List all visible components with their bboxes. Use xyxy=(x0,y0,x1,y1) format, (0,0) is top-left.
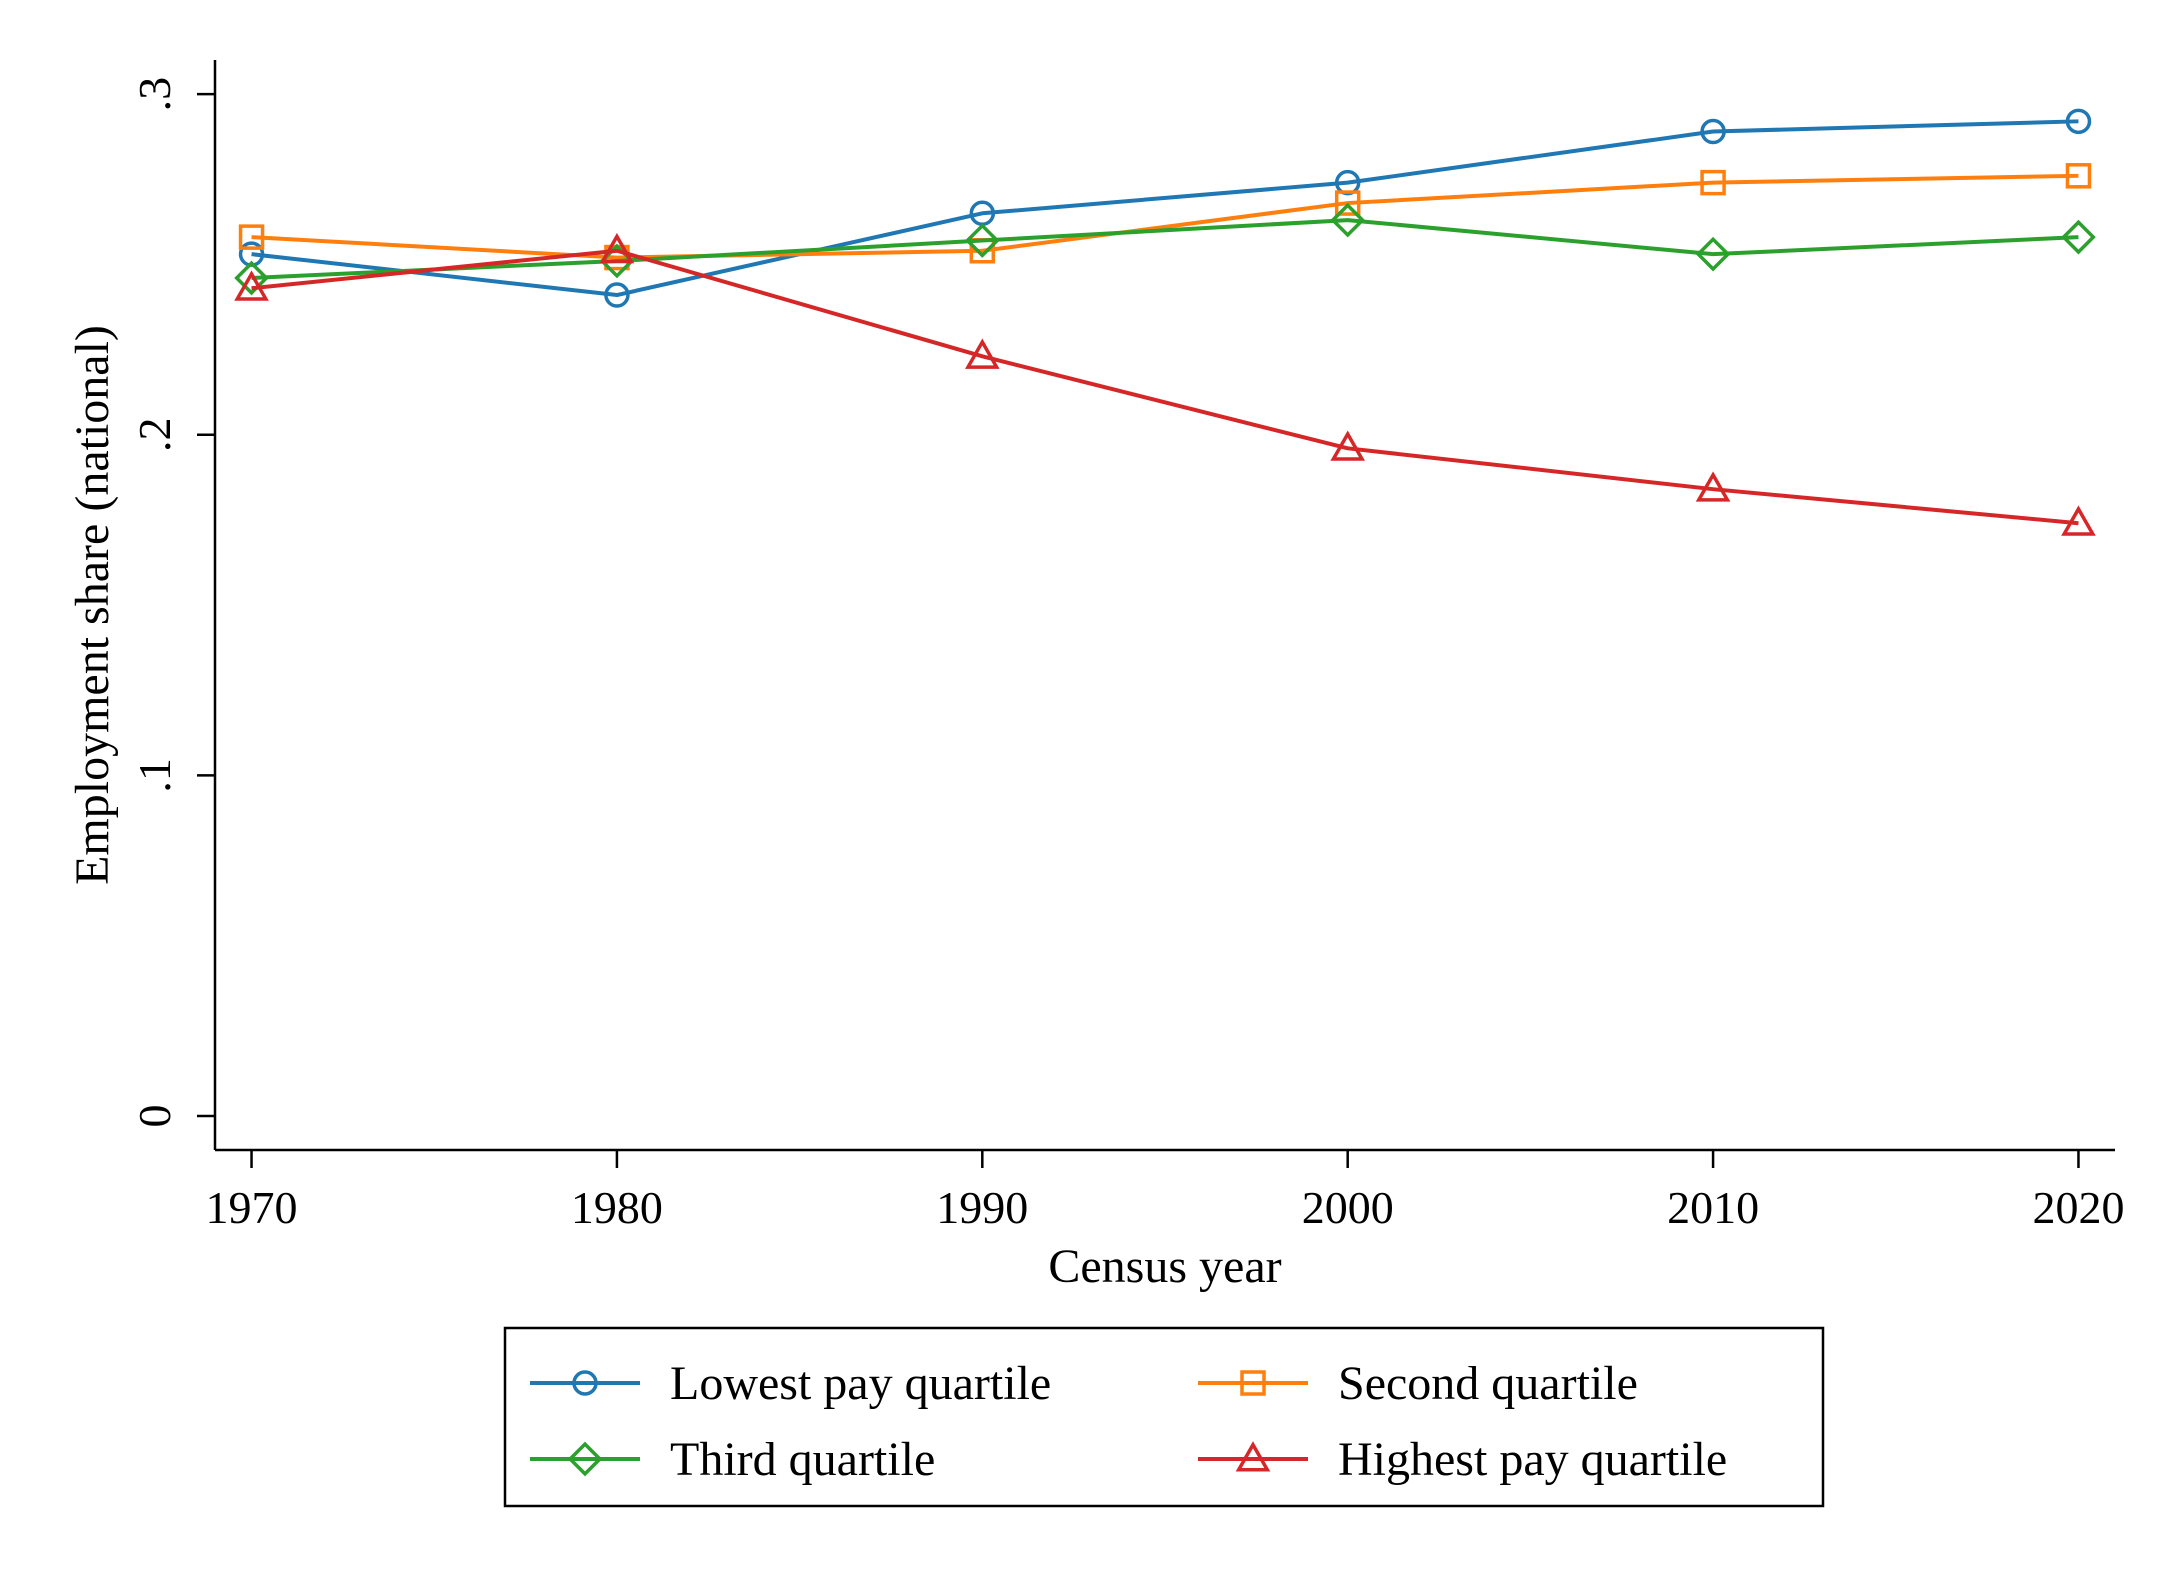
data-point-marker xyxy=(1330,202,1366,238)
data-point-marker xyxy=(2065,108,2092,135)
data-point-marker xyxy=(1700,169,1726,196)
series-group xyxy=(234,108,2096,536)
x-tick-label: 1990 xyxy=(936,1182,1028,1233)
x-tick-label: 2000 xyxy=(1302,1182,1394,1233)
y-tick-label: .1 xyxy=(129,758,180,793)
axes: 0 .1 .2 .3 1970 1980 1990 2000 2010 2020 xyxy=(129,60,2124,1233)
data-point-marker xyxy=(1695,236,1731,272)
legend-label: Lowest pay quartile xyxy=(670,1357,1051,1410)
data-point-marker xyxy=(1334,190,1361,216)
data-point-marker xyxy=(238,224,265,250)
x-tick-label: 1970 xyxy=(206,1182,298,1233)
data-point-marker xyxy=(2065,163,2092,189)
x-tick-label: 2020 xyxy=(2032,1182,2124,1233)
data-point-marker xyxy=(1330,430,1366,461)
series-line xyxy=(251,218,2079,280)
legend-swatch-marker xyxy=(1235,1441,1271,1472)
y-tick-label: 0 xyxy=(129,1104,180,1127)
legend-item: Highest pay quartile xyxy=(1198,1433,1727,1486)
x-axis-label: Census year xyxy=(1048,1240,1281,1293)
legend-box xyxy=(503,1326,1825,1508)
data-point-marker xyxy=(1700,118,1726,145)
data-point-marker xyxy=(234,260,269,296)
legend-item: Second quartile xyxy=(1198,1357,1638,1410)
legend-label: Second quartile xyxy=(1338,1357,1638,1410)
y-axis-label: Employment share (national) xyxy=(66,325,119,885)
data-point-marker xyxy=(234,270,269,301)
series-circle xyxy=(238,108,2092,308)
series-diamond xyxy=(234,202,2096,296)
legend-swatch-marker xyxy=(1240,1370,1266,1396)
y-tick-label: .3 xyxy=(129,77,180,112)
y-tick-label: .2 xyxy=(129,417,180,452)
legend: Lowest pay quartile Second quartile Third … xyxy=(503,1326,1825,1508)
data-point-marker xyxy=(1695,471,1731,502)
legend-item: Lowest pay quartile xyxy=(530,1357,1051,1410)
data-point-marker xyxy=(2061,505,2096,536)
series-line xyxy=(251,248,2079,526)
legend-swatch-marker xyxy=(572,1370,598,1396)
data-point-marker xyxy=(604,282,630,308)
legend-label: Highest pay quartile xyxy=(1338,1433,1727,1486)
series-square xyxy=(238,163,2092,271)
data-point-marker xyxy=(599,232,635,264)
legend-label: Third quartile xyxy=(670,1433,935,1486)
series-triangle xyxy=(234,232,2096,536)
x-tick-label: 1980 xyxy=(571,1182,663,1233)
x-tick-label: 2010 xyxy=(1667,1182,1759,1233)
legend-item: Third quartile xyxy=(530,1433,935,1486)
data-point-marker xyxy=(964,223,1000,258)
legend-swatch-marker xyxy=(567,1441,603,1477)
series-line xyxy=(251,119,2079,298)
series-line xyxy=(251,173,2079,260)
data-point-marker xyxy=(964,338,1000,369)
data-point-marker xyxy=(2061,219,2096,255)
